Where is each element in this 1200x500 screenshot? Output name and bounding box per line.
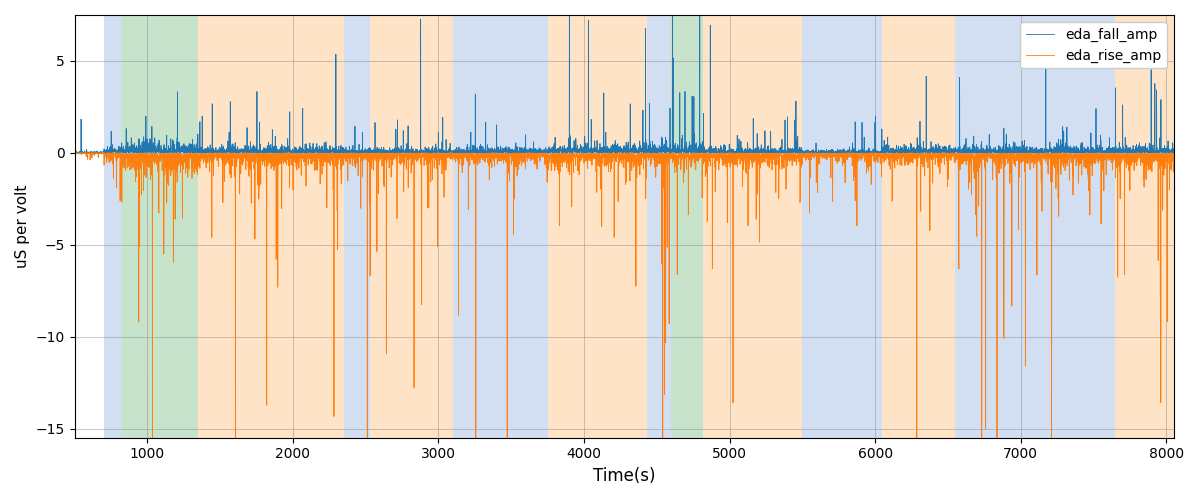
eda_rise_amp xyxy=(443,150,457,156)
Bar xyxy=(547,15,647,438)
eda_rise_amp xyxy=(251,151,265,157)
eda_rise_amp xyxy=(145,434,160,440)
Bar xyxy=(1115,15,1174,438)
eda_rise_amp xyxy=(552,151,566,157)
Bar xyxy=(103,15,121,438)
Bar xyxy=(955,15,1115,438)
eda_rise_amp xyxy=(515,154,529,160)
Y-axis label: uS per volt: uS per volt xyxy=(14,184,30,268)
Bar xyxy=(370,15,454,438)
eda_fall_amp xyxy=(562,12,576,18)
eda_fall_amp xyxy=(143,148,157,154)
eda_rise_amp xyxy=(1166,153,1181,159)
Bar xyxy=(803,15,882,438)
Bar xyxy=(121,15,198,438)
Line: eda_fall_amp: eda_fall_amp xyxy=(74,15,1174,153)
eda_fall_amp xyxy=(397,149,412,155)
Legend: eda_fall_amp, eda_rise_amp: eda_fall_amp, eda_rise_amp xyxy=(1020,22,1166,68)
X-axis label: Time(s): Time(s) xyxy=(593,467,655,485)
Bar xyxy=(344,15,370,438)
Bar xyxy=(454,15,547,438)
Line: eda_rise_amp: eda_rise_amp xyxy=(74,153,1174,438)
eda_fall_amp xyxy=(250,150,264,156)
eda_rise_amp xyxy=(1166,165,1181,171)
Bar xyxy=(647,15,671,438)
Bar xyxy=(882,15,955,438)
Bar xyxy=(671,15,703,438)
eda_fall_amp xyxy=(1166,146,1181,152)
eda_fall_amp xyxy=(1166,147,1181,153)
eda_fall_amp xyxy=(552,150,566,156)
eda_rise_amp xyxy=(398,151,413,157)
eda_fall_amp xyxy=(490,150,504,156)
eda_fall_amp xyxy=(515,145,529,151)
Bar xyxy=(703,15,803,438)
eda_rise_amp xyxy=(67,150,82,156)
Bar xyxy=(198,15,344,438)
eda_fall_amp xyxy=(67,150,82,156)
eda_rise_amp xyxy=(143,152,157,158)
